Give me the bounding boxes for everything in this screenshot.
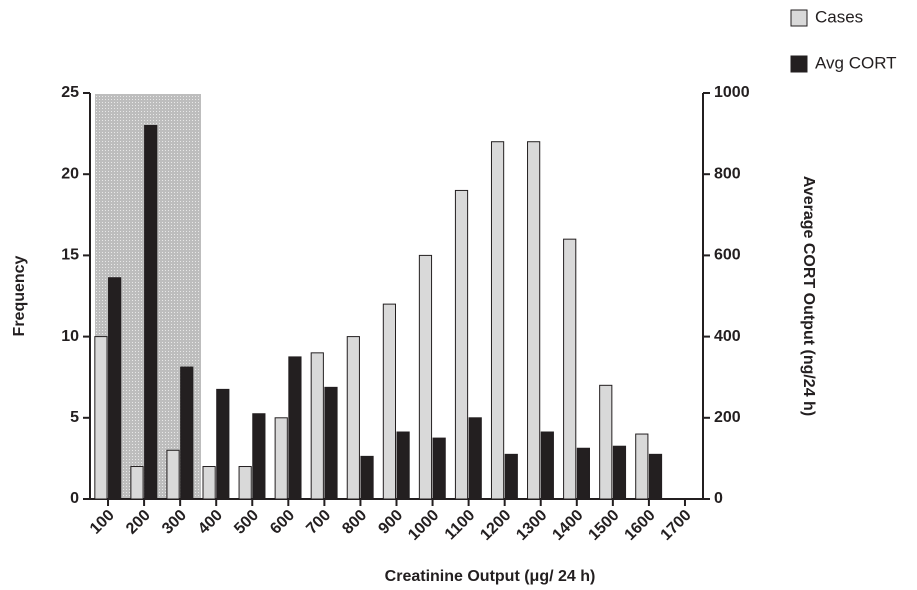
y2-tick-label: 200 [714, 409, 741, 426]
y-tick-label: 20 [61, 165, 79, 182]
bar [166, 449, 180, 500]
y-tick-label: 0 [70, 490, 79, 507]
x-tick-label: 1100 [442, 507, 479, 544]
bar [454, 189, 469, 500]
y2-tick-label: 1000 [714, 84, 750, 101]
bar [216, 388, 230, 500]
bar [527, 141, 541, 500]
x-tick-label: 100 [87, 507, 118, 538]
bar [490, 141, 505, 500]
bar [396, 431, 410, 500]
bar [180, 366, 194, 500]
x-axis-title: Creatinine Output (μg/ 24 h) [385, 568, 596, 585]
y-tick-label: 5 [70, 409, 79, 426]
x-tick-label: 200 [123, 507, 154, 538]
x-tick-label: 600 [267, 507, 298, 538]
bar [94, 336, 108, 500]
legend-swatch [790, 55, 808, 73]
bar [648, 453, 663, 500]
y-tick-label: 25 [61, 84, 79, 101]
bar [252, 413, 266, 500]
bar [130, 466, 144, 500]
bar [382, 303, 396, 500]
bar [504, 453, 518, 500]
bar [563, 238, 577, 500]
x-tick-label: 700 [303, 507, 334, 538]
bar [468, 417, 482, 500]
x-tick-label: 1600 [622, 507, 659, 544]
bar [432, 437, 446, 500]
x-tick-label: 800 [339, 507, 370, 538]
x-tick-label: 1000 [405, 507, 442, 544]
x-tick-label: 1400 [549, 507, 586, 544]
bar [418, 254, 433, 500]
legend-swatch [790, 9, 808, 27]
bar [324, 386, 338, 500]
y-axis-title: Frequency [11, 255, 28, 336]
y2-tick-label: 400 [714, 328, 741, 345]
bar [288, 356, 302, 500]
legend-label: Cases [815, 7, 863, 26]
bar [599, 384, 613, 500]
bar [274, 417, 288, 500]
y-tick-label: 15 [61, 247, 79, 264]
bar [238, 466, 252, 500]
x-tick-label: 400 [195, 507, 226, 538]
legend-label: Avg CORT [815, 53, 897, 72]
y-tick-label: 10 [61, 328, 79, 345]
bar [612, 445, 627, 500]
y2-axis-title: Average CORT Output (ng/24 h) [800, 176, 817, 416]
x-tick-label: 900 [375, 507, 406, 538]
bar [360, 455, 374, 500]
bar [346, 336, 360, 500]
bar [576, 447, 590, 500]
bar [635, 433, 649, 500]
bar [540, 431, 554, 500]
x-tick-label: 1200 [477, 507, 514, 544]
y2-tick-label: 800 [714, 165, 741, 182]
bar [108, 277, 122, 500]
x-tick-label: 500 [231, 507, 262, 538]
x-tick-label: 1700 [658, 507, 695, 544]
bar [310, 352, 324, 500]
x-tick-label: 300 [159, 507, 190, 538]
y2-tick-label: 0 [714, 490, 723, 507]
bar [202, 466, 216, 500]
x-tick-label: 1300 [513, 507, 550, 544]
y2-tick-label: 600 [714, 247, 741, 264]
x-tick-label: 1500 [585, 507, 622, 544]
bar [144, 124, 158, 500]
